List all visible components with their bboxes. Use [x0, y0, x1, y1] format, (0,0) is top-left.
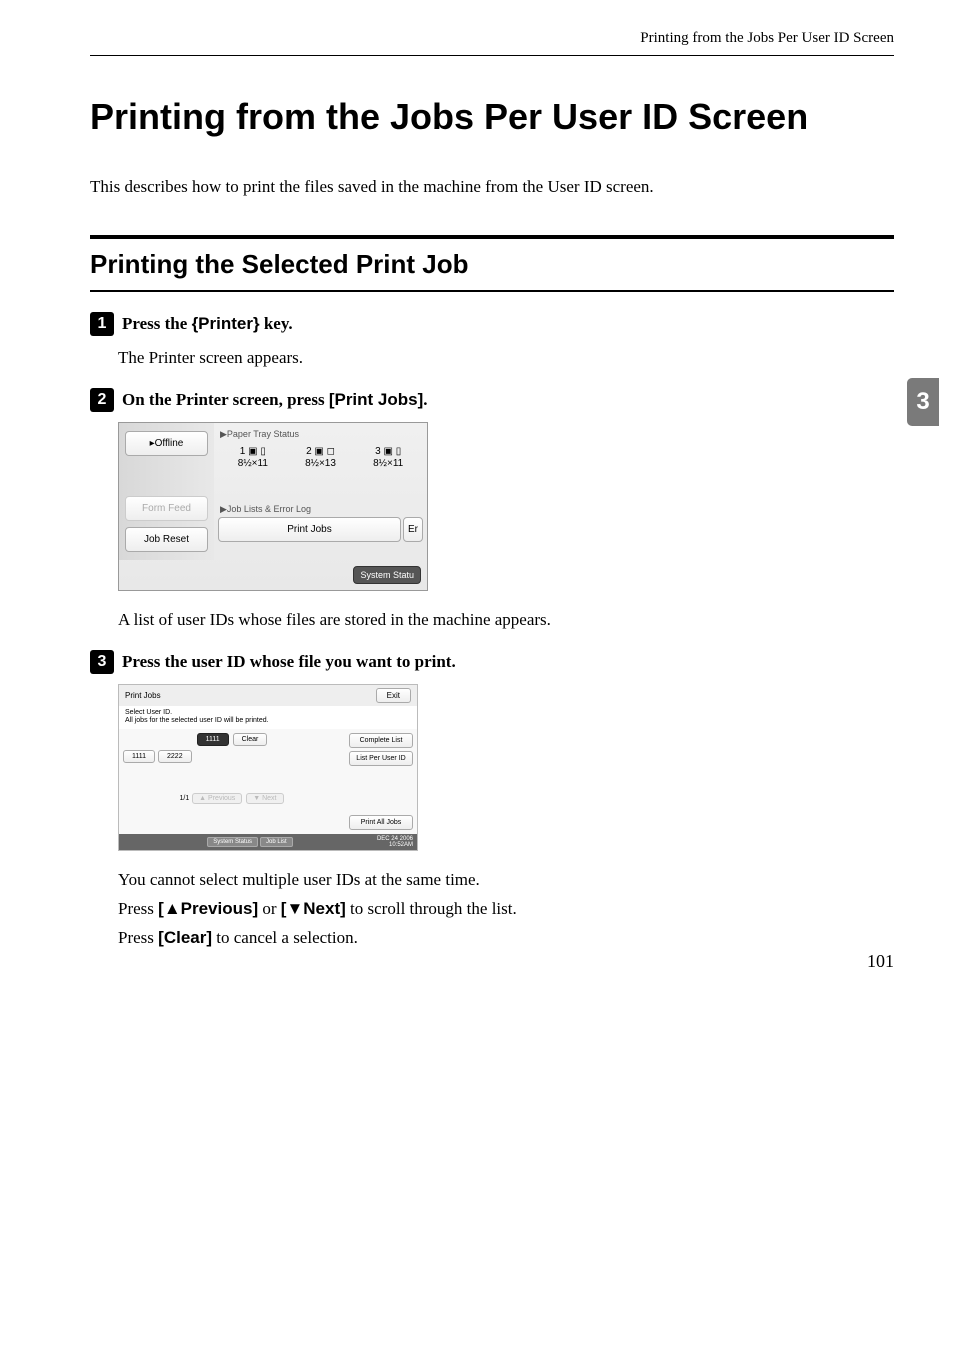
print-jobs-screen-screenshot: Print Jobs Exit Select User ID. All jobs… [118, 684, 418, 851]
form-feed-button[interactable]: Form Feed [125, 496, 208, 521]
clear-button[interactable]: Clear [233, 733, 268, 746]
complete-list-button[interactable]: Complete List [349, 733, 413, 748]
ss1-bottom: System Statu [119, 560, 427, 590]
text-post: to cancel a selection. [212, 928, 358, 947]
pager: 1/1 ▲ Previous ▼ Next [123, 793, 341, 804]
user-id-list: 1111 2222 [123, 750, 341, 763]
user-id-item[interactable]: 2222 [158, 750, 192, 763]
tray-1: 1 ▣ ▯ 8½×11 [220, 446, 286, 470]
ss2-header: Print Jobs Exit [119, 685, 417, 706]
step-number-icon: 3 [90, 650, 114, 674]
print-jobs-button[interactable]: Print Jobs [218, 517, 401, 542]
ss2-main: 1111 Clear 1111 2222 1/1 ▲ Previous ▼ Ne… [119, 729, 345, 834]
ss2-side-panel: Complete List List Per User ID Print All… [345, 729, 417, 834]
text-pre: Press [118, 928, 158, 947]
clear-label: [Clear] [158, 928, 212, 947]
step-title-post: . [423, 390, 427, 409]
footer-buttons: System Status Job List [207, 837, 292, 847]
chapter-tab: 3 [907, 378, 939, 426]
footer-date: DEC 24 2006 [377, 836, 413, 842]
ss1-right-panel: ▶Paper Tray Status 1 ▣ ▯ 8½×11 2 ▣ ◻ 8½×… [214, 423, 427, 560]
step-header: 3 Press the user ID whose file you want … [90, 650, 894, 674]
step-body: The Printer screen appears. [118, 344, 894, 373]
user-id-item[interactable]: 1111 [123, 750, 155, 763]
tray-num: 1 ▣ ▯ [220, 446, 286, 458]
tray-3: 3 ▣ ▯ 8½×11 [355, 446, 421, 470]
list-per-user-button[interactable]: List Per User ID [349, 751, 413, 766]
step-body-line: You cannot select multiple user IDs at t… [118, 866, 894, 895]
print-jobs-label: [Print Jobs] [329, 390, 423, 409]
tray-num: 3 ▣ ▯ [355, 446, 421, 458]
job-list-button[interactable]: Job List [260, 837, 293, 847]
system-status-button[interactable]: System Statu [353, 566, 421, 584]
exit-button[interactable]: Exit [376, 688, 411, 703]
step-title: Press the user ID whose file you want to… [122, 652, 456, 672]
next-button[interactable]: ▼ Next [246, 793, 283, 804]
tray-2: 2 ▣ ◻ 8½×13 [288, 446, 354, 470]
previous-label: [▲Previous] [158, 899, 258, 918]
text-post: to scroll through the list. [346, 899, 517, 918]
ss2-footer: System Status Job List DEC 24 2006 10:52… [119, 834, 417, 850]
ss1-left-panel: ▸Offline Form Feed Job Reset [119, 423, 214, 560]
ss2-instruction: Select User ID. All jobs for the selecte… [119, 706, 417, 729]
step-title-pre: Press the [122, 314, 192, 333]
print-jobs-title: Print Jobs [125, 691, 161, 700]
selected-user-button[interactable]: 1111 [197, 733, 229, 746]
tray-size: 8½×11 [220, 458, 286, 470]
instruction-line-2: All jobs for the selected user ID will b… [125, 717, 411, 725]
next-label: [▼Next] [281, 899, 346, 918]
ss2-top-row: 1111 Clear [123, 733, 341, 746]
offline-button[interactable]: ▸Offline [125, 431, 208, 456]
print-all-jobs-button[interactable]: Print All Jobs [349, 815, 413, 830]
step-header: 2 On the Printer screen, press [Print Jo… [90, 388, 894, 412]
step-title-pre: On the Printer screen, press [122, 390, 329, 409]
step-number-icon: 1 [90, 312, 114, 336]
step-1: 1 Press the {Printer} key. The Printer s… [90, 312, 894, 373]
tray-num: 2 ▣ ◻ [288, 446, 354, 458]
step-title: Press the {Printer} key. [122, 314, 293, 334]
tray-size: 8½×13 [288, 458, 354, 470]
printer-screen-screenshot: ▸Offline Form Feed Job Reset ▶Paper Tray… [118, 422, 428, 591]
instruction-line-1: Select User ID. [125, 709, 411, 717]
footer-time: 10:52AM [377, 842, 413, 848]
page-number: 101 [867, 951, 894, 972]
step-body-after: A list of user IDs whose files are store… [118, 606, 894, 635]
previous-button[interactable]: ▲ Previous [192, 793, 242, 804]
paper-tray-status-label: ▶Paper Tray Status [214, 427, 427, 442]
step-2: 2 On the Printer screen, press [Print Jo… [90, 388, 894, 635]
intro-text: This describes how to print the files sa… [90, 173, 894, 200]
step-number-icon: 2 [90, 388, 114, 412]
tray-size: 8½×11 [355, 458, 421, 470]
section-title: Printing the Selected Print Job [90, 239, 894, 292]
step-title: On the Printer screen, press [Print Jobs… [122, 390, 428, 410]
step-header: 1 Press the {Printer} key. [90, 312, 894, 336]
printer-key-label: {Printer} [192, 314, 260, 333]
job-lists-label: ▶Job Lists & Error Log [214, 502, 427, 517]
step-3: 3 Press the user ID whose file you want … [90, 650, 894, 952]
job-reset-button[interactable]: Job Reset [125, 527, 208, 552]
text-pre: Press [118, 899, 158, 918]
system-status-button[interactable]: System Status [207, 837, 258, 847]
paper-trays: 1 ▣ ▯ 8½×11 2 ▣ ◻ 8½×13 3 ▣ ▯ 8½×11 [214, 442, 427, 474]
text-mid: or [258, 899, 281, 918]
step-body-line: Press [▲Previous] or [▼Next] to scroll t… [118, 895, 894, 924]
job-buttons-row: Print Jobs Er [214, 517, 427, 542]
ss2-body: 1111 Clear 1111 2222 1/1 ▲ Previous ▼ Ne… [119, 729, 417, 834]
running-header: Printing from the Jobs Per User ID Scree… [90, 30, 894, 56]
page-indicator: 1/1 [179, 795, 189, 802]
step-title-post: key. [260, 314, 293, 333]
footer-datetime: DEC 24 2006 10:52AM [377, 836, 413, 848]
step-body-line: Press [Clear] to cancel a selection. [118, 924, 894, 953]
page-title: Printing from the Jobs Per User ID Scree… [90, 96, 894, 138]
error-log-button[interactable]: Er [403, 517, 423, 542]
ss1-top: ▸Offline Form Feed Job Reset ▶Paper Tray… [119, 423, 427, 560]
